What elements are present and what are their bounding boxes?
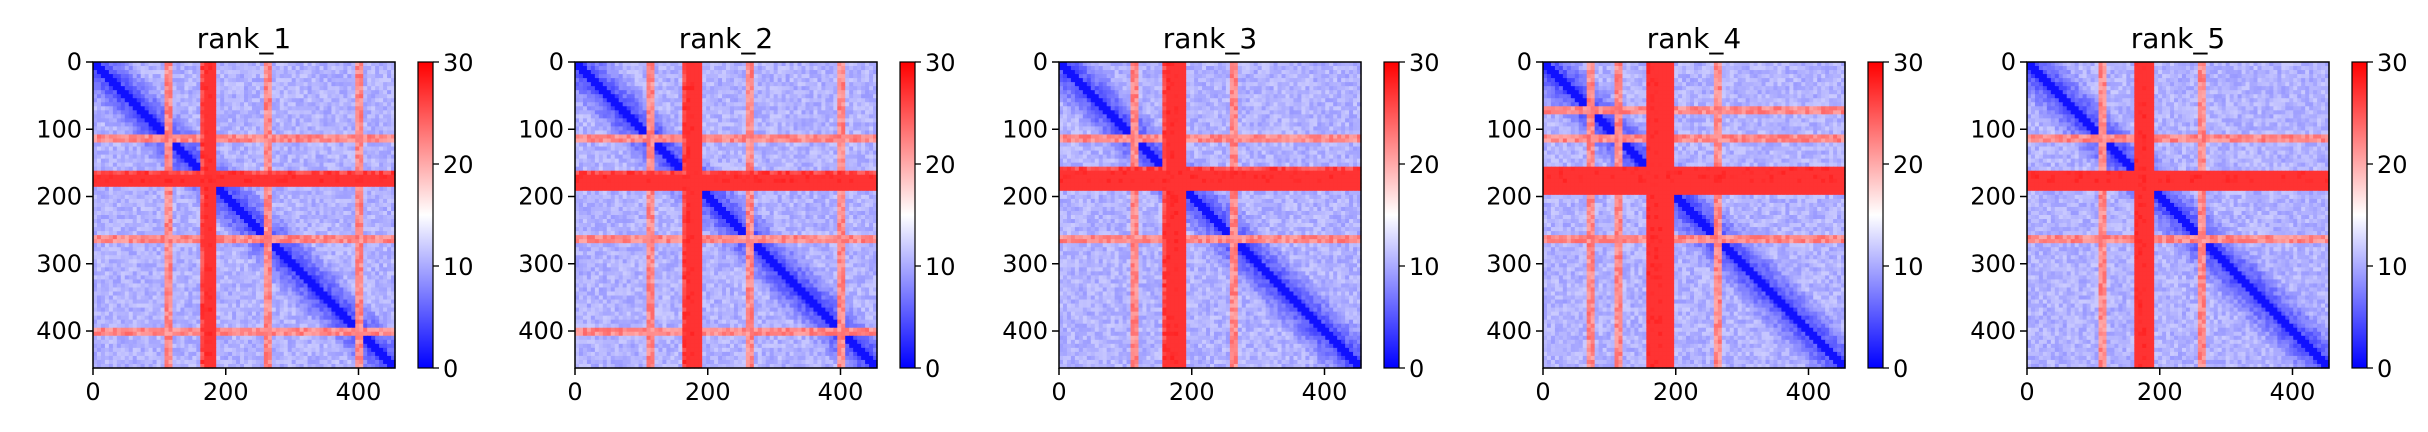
y-tick-label: 0 xyxy=(1033,48,1048,76)
y-tick-label: 300 xyxy=(36,250,82,278)
colorbar xyxy=(1868,62,1883,368)
x-tick-label: 0 xyxy=(1535,378,1550,406)
colorbar-tick-label: 10 xyxy=(2377,253,2408,281)
colorbar-tick-label: 20 xyxy=(925,151,956,179)
heatmap-cells xyxy=(93,62,396,369)
x-tick-label: 200 xyxy=(2137,378,2183,406)
y-tick-label: 0 xyxy=(549,48,564,76)
y-tick-label: 200 xyxy=(518,183,564,211)
y-tick-label: 400 xyxy=(1002,317,1048,345)
chart-title: rank_5 xyxy=(2131,22,2225,55)
heatmap-panel-3: rank_3 0 200 400 0 100 200 300 400 0 10 20 30 xyxy=(1002,22,1439,406)
y-tick-label: 200 xyxy=(1486,183,1532,211)
x-tick-label: 0 xyxy=(1051,378,1066,406)
y-tick-label: 300 xyxy=(1002,250,1048,278)
y-tick-label: 200 xyxy=(1002,183,1048,211)
colorbar-tick-label: 10 xyxy=(925,253,956,281)
y-tick-label: 400 xyxy=(1970,317,2016,345)
heatmap-panel-4: rank_4 0 200 400 0 100 200 300 400 0 10 20 30 xyxy=(1486,22,1923,406)
y-tick-label: 100 xyxy=(518,115,564,143)
x-tick-label: 400 xyxy=(1786,378,1832,406)
y-tick-label: 0 xyxy=(2001,48,2016,76)
colorbar-tick-label: 20 xyxy=(443,151,474,179)
y-tick-label: 100 xyxy=(1970,115,2016,143)
x-tick-label: 200 xyxy=(1169,378,1215,406)
chart-title: rank_4 xyxy=(1647,22,1741,55)
y-tick-label: 300 xyxy=(1970,250,2016,278)
x-tick-label: 400 xyxy=(1302,378,1348,406)
x-tick-label: 200 xyxy=(685,378,731,406)
y-tick-label: 200 xyxy=(36,183,82,211)
chart-title: rank_2 xyxy=(679,22,773,55)
y-tick-label: 0 xyxy=(67,48,82,76)
colorbar-tick-label: 30 xyxy=(443,49,474,77)
colorbar xyxy=(2352,62,2367,368)
colorbar-tick-label: 30 xyxy=(1409,49,1440,77)
colorbar-tick-label: 10 xyxy=(443,253,474,281)
heatmap-panel-5: rank_5 0 200 400 0 100 200 300 400 0 10 20 30 xyxy=(1970,22,2407,406)
colorbar-tick-label: 20 xyxy=(1893,151,1924,179)
heatmap-cells xyxy=(1059,62,1362,369)
colorbar-tick-label: 30 xyxy=(925,49,956,77)
y-tick-label: 400 xyxy=(518,317,564,345)
heatmap-cells xyxy=(575,62,878,369)
x-tick-label: 0 xyxy=(567,378,582,406)
heatmap-panel-1: rank_1 0 200 400 0 100 200 300 400 0 10 20 30 xyxy=(36,22,473,406)
y-tick-label: 100 xyxy=(36,115,82,143)
y-tick-label: 400 xyxy=(36,317,82,345)
colorbar-tick-label: 0 xyxy=(1893,355,1908,383)
colorbar-tick-label: 0 xyxy=(443,355,458,383)
y-tick-label: 0 xyxy=(1517,48,1532,76)
x-tick-label: 0 xyxy=(2019,378,2034,406)
y-tick-label: 400 xyxy=(1486,317,1532,345)
x-tick-label: 400 xyxy=(2270,378,2316,406)
y-tick-label: 100 xyxy=(1486,115,1532,143)
y-tick-label: 300 xyxy=(1486,250,1532,278)
x-tick-label: 200 xyxy=(203,378,249,406)
colorbar-tick-label: 30 xyxy=(2377,49,2408,77)
heatmap-panel-2: rank_2 0 200 400 0 100 200 300 400 0 10 20 30 xyxy=(518,22,955,406)
y-tick-label: 300 xyxy=(518,250,564,278)
x-tick-label: 0 xyxy=(85,378,100,406)
y-tick-label: 200 xyxy=(1970,183,2016,211)
x-tick-label: 400 xyxy=(336,378,382,406)
colorbar-tick-label: 0 xyxy=(925,355,940,383)
chart-title: rank_1 xyxy=(197,22,291,55)
x-tick-label: 400 xyxy=(818,378,864,406)
x-tick-label: 200 xyxy=(1653,378,1699,406)
colorbar-tick-label: 20 xyxy=(2377,151,2408,179)
heatmap-cells xyxy=(1543,62,1846,369)
colorbar xyxy=(418,62,433,368)
y-tick-label: 100 xyxy=(1002,115,1048,143)
colorbar-tick-label: 10 xyxy=(1893,253,1924,281)
colorbar xyxy=(900,62,915,368)
colorbar xyxy=(1384,62,1399,368)
colorbar-tick-label: 0 xyxy=(2377,355,2392,383)
heatmap-cells xyxy=(2027,62,2330,369)
colorbar-tick-label: 20 xyxy=(1409,151,1440,179)
colorbar-tick-label: 30 xyxy=(1893,49,1924,77)
colorbar-tick-label: 10 xyxy=(1409,253,1440,281)
chart-title: rank_3 xyxy=(1163,22,1257,55)
colorbar-tick-label: 0 xyxy=(1409,355,1424,383)
